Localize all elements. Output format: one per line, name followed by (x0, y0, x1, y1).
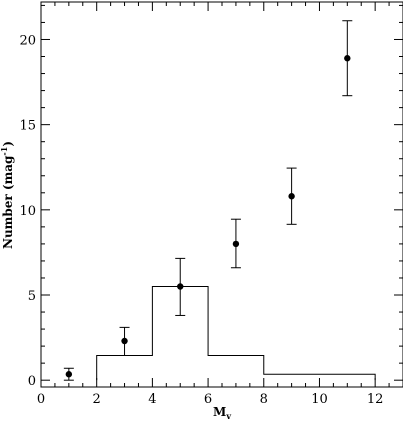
x-axis-label-sub: v (225, 411, 231, 421)
y-axis-label-main: Number (mag (1, 155, 15, 249)
x-tick-label: 8 (260, 392, 268, 407)
x-axis-label: Mv (213, 405, 231, 421)
x-tick-label: 0 (37, 392, 45, 407)
x-tick-label: 2 (93, 392, 101, 407)
data-point (232, 240, 240, 248)
data-point-group (230, 218, 241, 269)
data-points (63, 20, 353, 381)
data-point (288, 193, 295, 200)
data-point (344, 55, 351, 62)
data-point-group (286, 167, 297, 225)
data-point-group (119, 326, 130, 356)
data-point (65, 371, 73, 378)
data-point-group (342, 20, 353, 97)
y-axis-label: Number (mag-1) (0, 141, 15, 249)
data-point-group (175, 257, 186, 316)
x-tick-label: 6 (204, 392, 212, 407)
x-tick-label: 10 (311, 392, 328, 407)
histogram (96, 285, 376, 381)
y-tick-label: 15 (19, 119, 36, 134)
y-axis-label-sup: -1 (0, 147, 9, 156)
histogram-outline (96, 285, 376, 381)
x-axis-label-main: M (213, 405, 226, 419)
x-tick-label: 12 (367, 392, 384, 407)
y-tick-label: 0 (28, 374, 36, 389)
data-point (177, 283, 184, 290)
data-point-group (63, 367, 74, 381)
tick-labels: 0 2 4 6 8 10 12 0 5 10 15 20 (19, 33, 383, 407)
y-axis-label-end: ) (1, 141, 15, 147)
y-tick-label: 10 (19, 204, 36, 219)
y-tick-label: 5 (28, 289, 36, 304)
y-tick-label: 20 (19, 33, 36, 48)
x-tick-label: 4 (148, 392, 156, 407)
data-point (121, 337, 128, 345)
